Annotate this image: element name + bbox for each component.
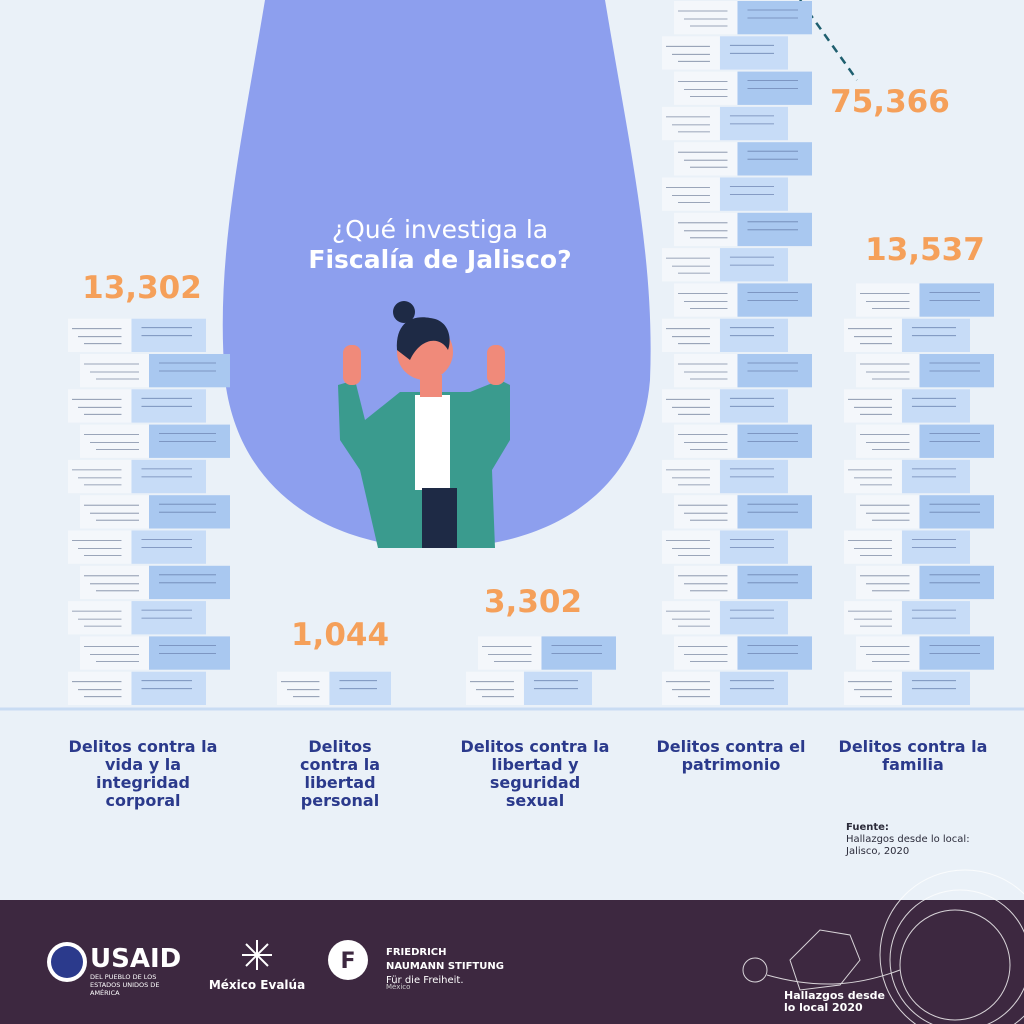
count-label: 75,366 bbox=[830, 84, 950, 120]
paper-sheet bbox=[80, 565, 149, 600]
paper-sheet bbox=[674, 636, 738, 670]
paper-sheet bbox=[674, 71, 738, 105]
paper-sheet bbox=[674, 212, 738, 247]
paper-sheet bbox=[844, 530, 902, 564]
paper-sheet bbox=[80, 636, 149, 670]
title: ¿Qué investiga la Fiscalía de Jalisco? bbox=[260, 215, 620, 275]
woman bbox=[338, 301, 510, 548]
paper-sheet bbox=[662, 177, 720, 211]
paper-sheet bbox=[662, 36, 720, 70]
fnf-country: México bbox=[386, 983, 411, 991]
category-label: Delitos contra la libertad personal bbox=[299, 737, 381, 810]
paper-sheet bbox=[478, 636, 542, 670]
paper-sheet bbox=[844, 671, 902, 705]
fnf-name: FRIEDRICH NAUMANN STIFTUNG bbox=[386, 947, 504, 972]
paper-sheet bbox=[662, 601, 720, 635]
paper-sheet bbox=[662, 671, 720, 705]
paper-sheet bbox=[674, 424, 738, 458]
paper-sheet bbox=[856, 565, 920, 600]
paper-sheet bbox=[277, 671, 330, 705]
mexico-evalua-logo: México Evalúa bbox=[208, 978, 306, 992]
paper-sheet bbox=[674, 1, 738, 35]
paper-sheet bbox=[856, 424, 920, 458]
category-label: Delitos contra la familia bbox=[838, 737, 988, 774]
paper-sheet bbox=[856, 636, 920, 670]
paper-sheet bbox=[68, 389, 132, 423]
paper-sheet bbox=[68, 671, 132, 705]
category-label: Delitos contra la libertad y seguridad s… bbox=[460, 737, 610, 810]
count-label: 1,044 bbox=[290, 617, 390, 653]
paper-sheet bbox=[662, 459, 720, 494]
count-label: 3,302 bbox=[483, 584, 583, 620]
yarn-decoration bbox=[742, 869, 1024, 1024]
paper-sheet bbox=[68, 601, 132, 635]
paper-sheet bbox=[844, 389, 902, 423]
paper-sheet bbox=[844, 318, 902, 352]
count-label: 13,537 bbox=[865, 232, 985, 268]
paper-sheet bbox=[80, 424, 149, 458]
title-line: ¿Qué investiga la bbox=[331, 215, 549, 244]
fnf-tagline: Für die Freiheit. bbox=[386, 975, 464, 986]
count-label: 13,302 bbox=[82, 270, 202, 306]
category-label: Delitos contra la vida y la integridad c… bbox=[68, 737, 218, 810]
paper-sheet bbox=[674, 354, 738, 388]
usaid-seal-inner bbox=[51, 946, 83, 978]
source-heading: Fuente: bbox=[846, 822, 889, 833]
hallazgos-logo: Hallazgos desde lo local 2020 bbox=[784, 989, 886, 1014]
paper-sheet bbox=[80, 495, 149, 529]
paper-sheet bbox=[662, 106, 720, 141]
paper-sheet bbox=[674, 495, 738, 529]
paper-sheet bbox=[662, 248, 720, 282]
paper-sheet bbox=[844, 601, 902, 635]
category-label: Delitos contra el patrimonio bbox=[656, 737, 806, 774]
fnf-text: FRIEDRICH NAUMANN STIFTUNG Für die Freih… bbox=[386, 946, 506, 988]
paper-sheet bbox=[80, 354, 149, 388]
paper-sheet bbox=[662, 389, 720, 423]
fnf-logo bbox=[328, 940, 368, 980]
usaid-sub: DEL PUEBLO DE LOS ESTADOS UNIDOS DE AMÉR… bbox=[90, 973, 160, 997]
paper-sheet bbox=[68, 530, 132, 564]
paper-sheet bbox=[856, 495, 920, 529]
paper-sheet bbox=[674, 565, 738, 600]
paper-sheet bbox=[844, 459, 902, 494]
paper-sheet bbox=[68, 459, 132, 494]
paper-sheet bbox=[662, 318, 720, 352]
paper-sheet bbox=[674, 142, 738, 176]
title-line: Fiscalía de Jalisco? bbox=[308, 245, 572, 274]
paper-sheet bbox=[68, 318, 132, 352]
source-text: Hallazgos desde lo local: Jalisco, 2020 bbox=[846, 834, 970, 857]
paper-sheet bbox=[856, 354, 920, 388]
star-icon bbox=[242, 940, 272, 970]
paper-sheet bbox=[674, 283, 738, 317]
source: Fuente: Hallazgos desde lo local: Jalisc… bbox=[846, 822, 996, 858]
paper-sheet bbox=[466, 671, 524, 705]
usaid-logo: USAID bbox=[90, 944, 182, 974]
paper-sheet bbox=[662, 530, 720, 564]
footer-band bbox=[0, 900, 1024, 1024]
spotlight bbox=[222, 0, 651, 548]
paper-sheet bbox=[856, 283, 920, 317]
fnf-logo-letter: F bbox=[340, 949, 355, 974]
